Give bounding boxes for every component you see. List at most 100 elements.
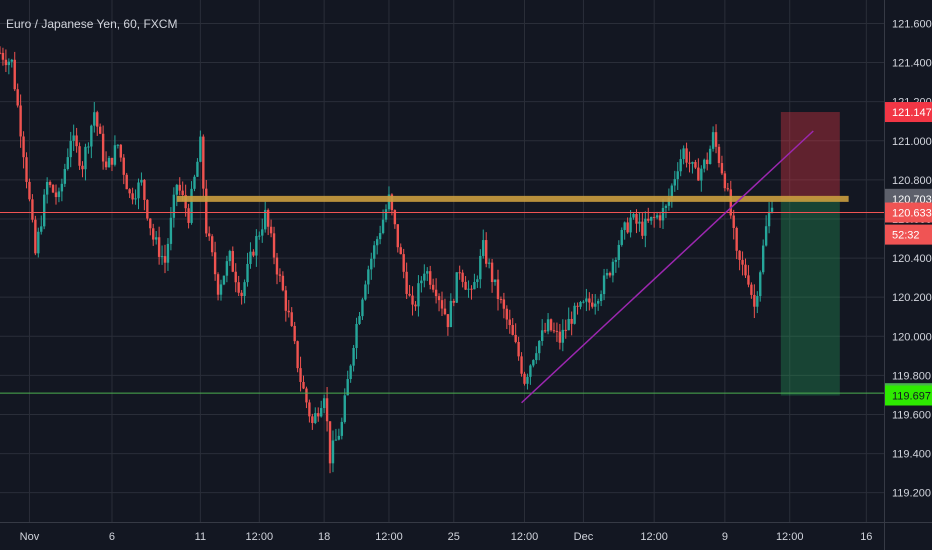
candle-body [60, 183, 64, 192]
price-tick-label: 119.200 [892, 488, 931, 500]
candle-body [679, 159, 682, 172]
candle-body [485, 240, 488, 264]
candle-body [37, 231, 40, 254]
candle-body [172, 194, 176, 218]
candle-body [110, 157, 114, 165]
price-label-text: 119.697 [892, 391, 931, 403]
candle-body [726, 188, 730, 190]
candle-body [131, 193, 134, 200]
candle-body [140, 179, 143, 183]
candle-body [756, 296, 759, 307]
price-tick-label: 121.400 [892, 58, 932, 70]
candle-body [532, 360, 535, 366]
candle-body [588, 298, 591, 303]
price-label-tag [885, 202, 932, 223]
candle-body [538, 340, 541, 354]
candle-body [431, 284, 435, 290]
candle-body [573, 305, 576, 324]
candle-body [502, 299, 506, 309]
candle-body [535, 353, 538, 361]
price-tick-label: 119.400 [892, 449, 931, 461]
price-tick-label: 121.000 [892, 136, 932, 148]
candle-body [414, 304, 417, 307]
candle-body [87, 146, 90, 148]
candle-body [658, 215, 662, 221]
candle-body [122, 157, 125, 175]
candle-body [16, 89, 19, 106]
candle-body [759, 272, 762, 297]
candle-body [664, 205, 668, 208]
candle-body [125, 174, 128, 190]
candle-body [670, 185, 674, 198]
candle-body [93, 112, 96, 126]
candle-body [667, 197, 671, 206]
candle-body [249, 251, 252, 264]
candle-body [119, 144, 123, 158]
candle-body [149, 218, 152, 229]
candle-body [137, 182, 140, 199]
candle-body [399, 247, 402, 255]
candle-body [429, 271, 432, 285]
candle-body [549, 319, 553, 331]
candle-body [31, 199, 34, 220]
candle-body [322, 398, 326, 409]
time-tick-label: 11 [195, 531, 206, 543]
candle-body [520, 356, 523, 374]
candle-body [90, 125, 93, 147]
trendline [521, 130, 814, 404]
candle-body [331, 440, 335, 464]
candle-body [750, 284, 753, 295]
candle-body [411, 295, 414, 305]
candle-body [314, 413, 317, 424]
chart-title: Euro / Japanese Yen, 60, FXCM [6, 17, 178, 31]
candle-body [605, 272, 609, 276]
candle-body [57, 191, 61, 198]
candle-body [614, 259, 618, 262]
candle-body [264, 209, 267, 230]
candle-body [69, 140, 72, 158]
candle-body [305, 388, 308, 403]
candle-body [464, 281, 467, 290]
candle-body [219, 284, 223, 295]
candles [0, 46, 774, 474]
candle-body [417, 283, 420, 307]
candle-body [514, 334, 517, 342]
candle-body [717, 146, 721, 164]
candle-body [293, 325, 296, 342]
price-tick-label: 120.200 [892, 292, 932, 304]
candle-body [652, 216, 656, 218]
price-tick-label: 121.600 [892, 18, 932, 30]
time-tick-label: 25 [448, 531, 460, 543]
candle-body [187, 208, 190, 223]
candle-body [629, 217, 632, 233]
price-tick-label: 119.600 [892, 409, 931, 421]
candle-body [281, 275, 285, 291]
candle-body [13, 59, 16, 90]
candle-body [367, 269, 370, 285]
candle-body [546, 319, 550, 332]
candle-body [4, 59, 8, 66]
candle-body [25, 157, 28, 182]
candle-body [396, 224, 399, 248]
candle-body [343, 395, 346, 422]
candle-body [96, 112, 99, 127]
candle-body [1, 52, 5, 60]
candle-body [10, 59, 13, 62]
candle-body [661, 207, 665, 221]
time-tick-label: 12:00 [511, 531, 539, 543]
time-tick-label: 16 [860, 531, 872, 543]
candle-body [641, 221, 644, 236]
price-label-text: 120.633 [892, 208, 932, 220]
candle-body [540, 330, 544, 341]
candle-body [599, 294, 603, 302]
candle-body [84, 146, 87, 170]
candle-body [302, 381, 305, 389]
candle-body [423, 273, 426, 281]
candle-body [166, 243, 170, 263]
candle-body [405, 271, 408, 294]
candle-body [258, 235, 261, 237]
candle-body [753, 294, 756, 307]
candle-body [98, 126, 102, 134]
price-label-tag [885, 102, 932, 123]
